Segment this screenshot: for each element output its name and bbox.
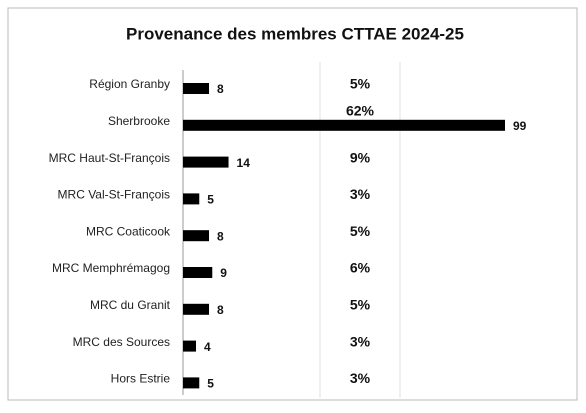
category-label: MRC du Granit xyxy=(90,298,171,312)
bar xyxy=(183,156,229,168)
share-label: 3% xyxy=(350,186,371,202)
value-label: 8 xyxy=(217,82,224,96)
share-label: 62% xyxy=(346,103,375,119)
share-label: 5% xyxy=(350,297,371,313)
category-label: Région Granby xyxy=(89,77,170,91)
bar xyxy=(183,193,200,205)
value-label: 8 xyxy=(217,229,224,243)
bar xyxy=(183,119,505,131)
chart-title: Provenance des membres CTTAE 2024-25 xyxy=(126,24,464,43)
bar xyxy=(183,83,210,94)
bar xyxy=(183,377,200,389)
share-label: 5% xyxy=(350,76,371,92)
bar xyxy=(183,340,197,352)
bar xyxy=(183,303,210,315)
category-label: MRC Memphrémagog xyxy=(52,261,170,275)
category-label: MRC Coaticook xyxy=(86,224,171,238)
value-label: 99 xyxy=(513,119,527,133)
value-label: 5 xyxy=(207,193,214,207)
share-label: 3% xyxy=(350,333,371,349)
value-label: 8 xyxy=(217,303,224,317)
value-label: 9 xyxy=(220,266,227,280)
share-label: 5% xyxy=(350,223,371,239)
category-label: Hors Estrie xyxy=(111,372,171,386)
value-label: 4 xyxy=(204,340,211,354)
share-label: 9% xyxy=(350,149,371,165)
bar xyxy=(183,230,210,242)
category-label: Sherbrooke xyxy=(108,114,170,128)
share-label: 3% xyxy=(350,370,371,386)
category-label: MRC des Sources xyxy=(73,335,170,349)
value-label: 14 xyxy=(237,156,251,170)
value-label: 5 xyxy=(207,377,214,391)
share-label: 6% xyxy=(350,260,371,276)
category-label: MRC Haut-St-François xyxy=(49,151,170,165)
chart-border xyxy=(7,7,578,401)
bar xyxy=(183,267,213,278)
category-label: MRC Val-St-François xyxy=(58,188,170,202)
